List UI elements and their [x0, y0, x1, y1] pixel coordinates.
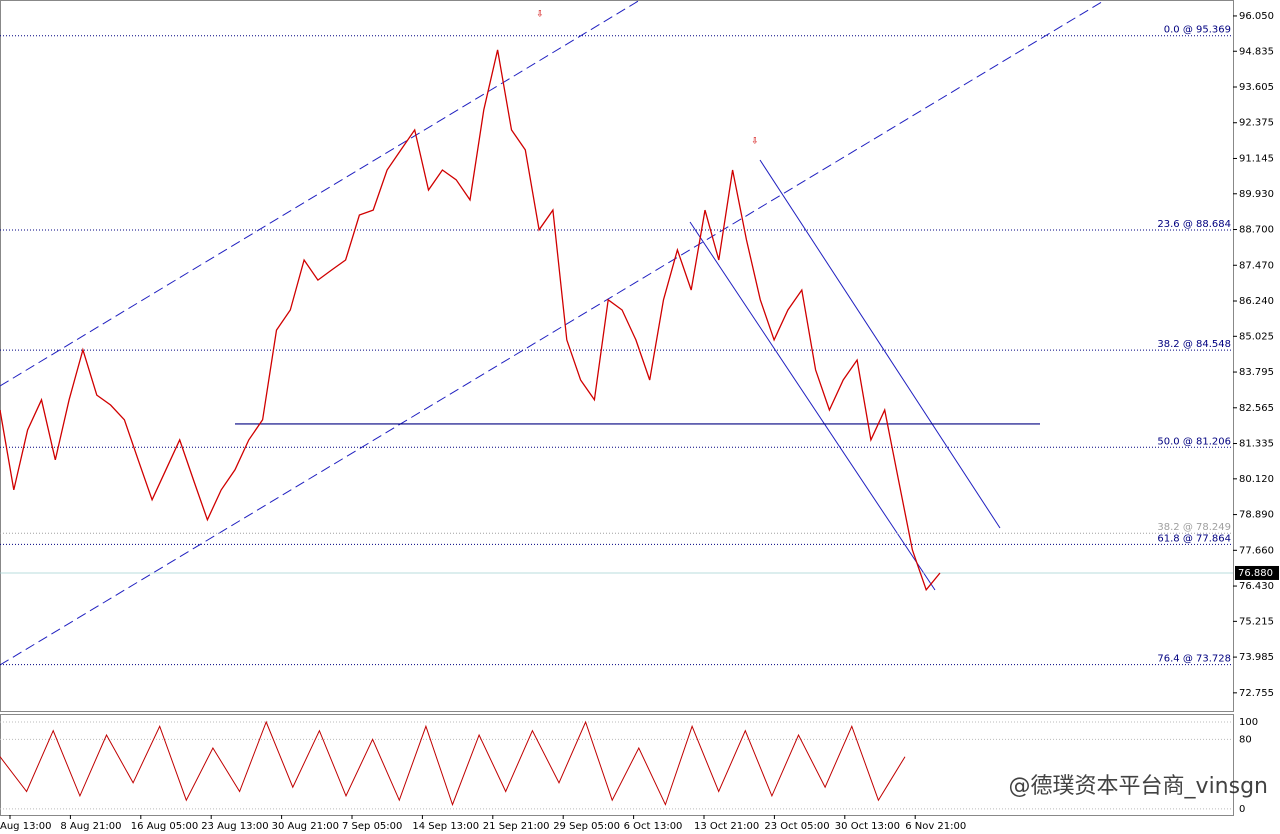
down-channel	[689, 159, 1001, 591]
x-tick-label: 14 Sep 13:00	[412, 821, 479, 832]
oscillator-panel	[0, 714, 1234, 816]
x-tick-label: 30 Oct 13:00	[835, 821, 900, 832]
x-tick-label: 7 Sep 05:00	[342, 821, 402, 832]
price-line	[0, 49, 941, 592]
y-tick-label: 86.240	[1239, 296, 1274, 307]
trend-channel	[0, 0, 1106, 666]
fib-label: 38.2 @ 78.249	[1157, 522, 1231, 533]
fib-label: 38.2 @ 84.548	[1157, 339, 1231, 350]
osc-tick-label: 80	[1239, 734, 1252, 745]
y-tick-label: 77.660	[1239, 545, 1274, 556]
y-tick-label: 72.755	[1239, 688, 1274, 699]
x-tick-label: 23 Aug 13:00	[201, 821, 268, 832]
fib-label: 76.4 @ 73.728	[1157, 654, 1231, 665]
y-tick-label: 82.565	[1239, 403, 1274, 414]
fractal-arrow: ⇩	[751, 137, 759, 147]
channel-line	[0, 0, 1106, 666]
y-tick-label: 78.890	[1239, 510, 1274, 521]
watermark: @德璞资本平台商_vinsgn	[1009, 774, 1268, 799]
x-tick-label: 30 Aug 21:00	[272, 821, 339, 832]
y-tick-label: 83.795	[1239, 367, 1274, 378]
x-tick-label: 8 Aug 21:00	[60, 821, 121, 832]
y-tick-label: 76.430	[1239, 581, 1274, 592]
y-tick-label: 94.835	[1239, 46, 1274, 57]
x-tick-label: 21 Sep 21:00	[483, 821, 550, 832]
current-price-label: 76.880	[1238, 568, 1273, 579]
fib-label: 0.0 @ 95.369	[1164, 25, 1231, 36]
osc-tick-label: 100	[1239, 717, 1258, 728]
x-tick-label: 16 Aug 05:00	[131, 821, 198, 832]
x-tick-label: 23 Oct 05:00	[764, 821, 829, 832]
y-tick-label: 75.215	[1239, 616, 1274, 627]
fib-label: 23.6 @ 88.684	[1157, 219, 1231, 230]
y-tick-label: 88.700	[1239, 225, 1274, 236]
channel-line	[0, 0, 641, 387]
y-tick-label: 92.375	[1239, 118, 1274, 129]
y-tick-label: 87.470	[1239, 260, 1274, 271]
fractal-arrow: ⇩	[536, 10, 544, 20]
y-tick-label: 80.120	[1239, 474, 1274, 485]
x-tick-label: 13 Oct 21:00	[694, 821, 759, 832]
current-price-box	[1235, 565, 1279, 580]
y-tick-label: 73.985	[1239, 652, 1274, 663]
fib-label: 61.8 @ 77.864	[1157, 533, 1231, 544]
x-tick-label: 29 Sep 05:00	[553, 821, 620, 832]
y-tick-label: 96.050	[1239, 11, 1274, 22]
y-tick-label: 85.025	[1239, 331, 1274, 342]
main-panel	[0, 0, 1234, 712]
y-tick-label: 89.930	[1239, 189, 1274, 200]
x-tick-label: Aug 13:00	[0, 821, 52, 832]
y-tick-label: 81.335	[1239, 439, 1274, 450]
channel-line	[689, 221, 936, 591]
y-tick-label: 93.605	[1239, 82, 1274, 93]
oscillator-line	[0, 720, 906, 807]
x-tick-label: 6 Nov 21:00	[905, 821, 966, 832]
y-tick-label: 91.145	[1239, 153, 1274, 164]
osc-tick-label: 0	[1239, 804, 1245, 815]
x-tick-label: 6 Oct 13:00	[624, 821, 683, 832]
fib-label: 50.0 @ 81.206	[1157, 436, 1231, 447]
channel-line	[759, 159, 1001, 529]
